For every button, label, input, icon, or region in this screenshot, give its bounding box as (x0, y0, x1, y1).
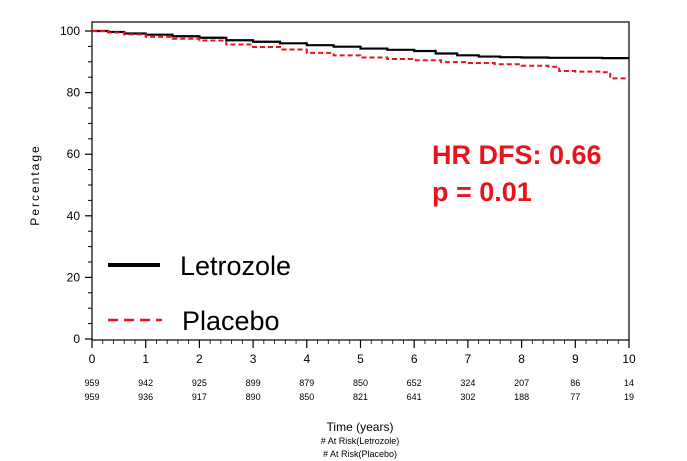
at-risk-letrozole-value: 959 (84, 378, 99, 388)
series-line-letrozole (92, 29, 629, 60)
x-tick-label: 3 (250, 352, 257, 366)
at-risk-letrozole-value: 86 (570, 378, 580, 388)
x-axis: 0 1 2 3 4 5 6 7 8 9 10 (89, 340, 636, 366)
x-tick-label: 1 (142, 352, 149, 366)
at-risk-placebo-value: 641 (407, 392, 422, 402)
series-layer (92, 29, 629, 80)
at-risk-placebo-value: 850 (299, 392, 314, 402)
at-risk-placebo-value: 821 (353, 392, 368, 402)
y-tick-label: 80 (67, 86, 81, 100)
at-risk-title-placebo: # At Risk(Placebo) (323, 449, 397, 459)
x-tick-label: 7 (465, 352, 472, 366)
legend-label-placebo: Placebo (182, 306, 280, 336)
x-tick-label: 9 (572, 352, 579, 366)
at-risk-placebo-value: 302 (460, 392, 475, 402)
at-risk-letrozole-value: 925 (192, 378, 207, 388)
y-tick-label: 0 (73, 332, 80, 346)
x-tick-label: 0 (89, 352, 96, 366)
plot-frame (91, 21, 630, 341)
at-risk-placebo-value: 959 (84, 392, 99, 402)
y-tick-label: 60 (67, 147, 81, 161)
series-line-placebo (92, 30, 629, 80)
hazard-ratio-annotation: HR DFS: 0.66 (432, 140, 602, 170)
at-risk-letrozole-value: 899 (246, 378, 261, 388)
at-risk-letrozole-value: 879 (299, 378, 314, 388)
x-tick-label: 6 (411, 352, 418, 366)
y-tick-label: 100 (60, 24, 80, 38)
at-risk-letrozole-value: 207 (514, 378, 529, 388)
plot-area (91, 21, 630, 341)
at-risk-letrozole-value: 652 (407, 378, 422, 388)
x-axis-title: Time (years) (327, 420, 394, 434)
stat-annotations: HR DFS: 0.66 p = 0.01 (432, 140, 602, 207)
y-tick-label: 40 (67, 209, 81, 223)
at-risk-placebo-value: 890 (246, 392, 261, 402)
at-risk-letrozole-value: 14 (624, 378, 634, 388)
y-axis: 0 20 40 60 80 100 (60, 24, 92, 346)
legend-label-letrozole: Letrozole (180, 251, 291, 281)
at-risk-placebo-value: 19 (624, 392, 634, 402)
at-risk-title-letrozole: # At Risk(Letrozole) (321, 436, 400, 446)
at-risk-placebo-value: 188 (514, 392, 529, 402)
legend: Letrozole Placebo (108, 251, 291, 336)
at-risk-letrozole-value: 324 (460, 378, 475, 388)
x-tick-label: 5 (357, 352, 364, 366)
at-risk-placebo-value: 917 (192, 392, 207, 402)
x-tick-label: 8 (518, 352, 525, 366)
x-tick-label: 4 (303, 352, 310, 366)
at-risk-letrozole-value: 850 (353, 378, 368, 388)
x-tick-label: 10 (622, 352, 636, 366)
at-risk-table: 959 942 925 899 879 850 652 324 207 86 14 959 936 917… (84, 378, 634, 402)
at-risk-letrozole-value: 942 (138, 378, 153, 388)
y-axis-title: Percentage (28, 144, 42, 225)
at-risk-placebo-value: 936 (138, 392, 153, 402)
p-value-annotation: p = 0.01 (432, 177, 532, 207)
at-risk-placebo-value: 77 (570, 392, 580, 402)
y-tick-label: 20 (67, 270, 81, 284)
x-tick-label: 2 (196, 352, 203, 366)
